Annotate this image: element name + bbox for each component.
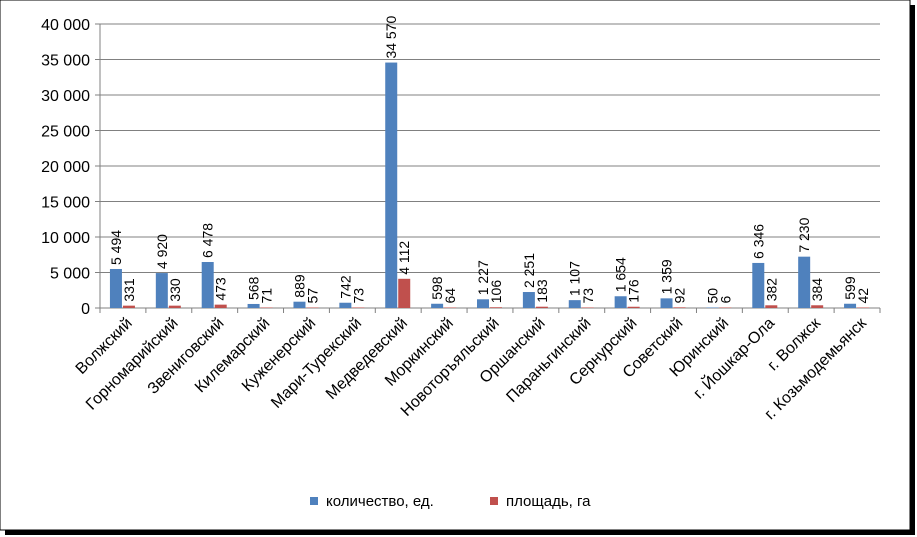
bar-count [339, 302, 352, 308]
bar-area [857, 307, 870, 308]
y-tick-label: 20 000 [41, 159, 90, 176]
bar-area [260, 307, 273, 308]
bar-count [201, 262, 214, 308]
data-label-area: 106 [488, 280, 504, 304]
bar-area [490, 307, 502, 308]
data-label-area: 73 [580, 288, 596, 304]
data-label-count: 1 107 [567, 261, 583, 296]
data-label-area: 73 [350, 288, 366, 304]
bar-area [811, 305, 824, 308]
data-label-area: 71 [259, 288, 275, 304]
data-label-count: 34 570 [383, 16, 399, 59]
bar-area [765, 305, 778, 308]
y-tick-label: 0 [81, 301, 90, 318]
bar-area [581, 307, 594, 308]
data-label-area: 64 [442, 288, 458, 304]
data-label-area: 384 [809, 278, 825, 302]
data-label-count: 742 [337, 275, 353, 299]
bar-count [385, 62, 398, 308]
bar-count [522, 292, 535, 308]
y-tick-label: 40 000 [41, 17, 90, 34]
legend-swatch [310, 497, 318, 505]
data-label-area: 473 [213, 277, 229, 301]
bar-count [752, 262, 765, 308]
data-label-count: 6 346 [750, 224, 766, 259]
data-label-area: 57 [304, 288, 320, 304]
data-label-count: 5 494 [108, 230, 124, 265]
bar-count [568, 300, 581, 308]
data-label-area: 330 [167, 278, 183, 302]
bar-area [535, 306, 548, 308]
data-label-area: 42 [855, 288, 871, 304]
y-tick-label: 10 000 [41, 230, 90, 247]
bar-count [660, 298, 673, 308]
bar-count [706, 307, 719, 308]
legend-label: количество, ед. [326, 493, 434, 510]
bar-count [109, 268, 122, 308]
bar-area [168, 305, 181, 308]
y-tick-label: 35 000 [41, 53, 90, 70]
bar-area [673, 307, 686, 308]
legend-swatch [490, 497, 498, 505]
bar-count [293, 301, 306, 308]
bar-area [627, 306, 640, 308]
data-label-area: 92 [672, 288, 688, 304]
bar-area [398, 278, 411, 308]
y-tick-label: 15 000 [41, 195, 90, 212]
bar-count [614, 296, 627, 308]
data-label-area: 4 112 [396, 241, 412, 275]
legend-label: площадь, га [506, 493, 591, 510]
bar-area [214, 304, 227, 308]
bars [109, 62, 870, 308]
bar-count [477, 299, 489, 308]
data-label-count: 568 [246, 276, 262, 300]
bar-count [247, 303, 260, 308]
bar-count [798, 256, 811, 308]
axes: 0 5 000 10 000 15 000 20 000 25 000 30 000 35 0… [41, 17, 881, 318]
data-label-count: 7 230 [796, 217, 812, 252]
bar-count [844, 303, 857, 308]
data-label-area: 382 [763, 278, 779, 302]
data-label-area: 331 [121, 278, 137, 302]
data-label-count: 1 227 [475, 260, 491, 295]
bar-area [444, 307, 457, 308]
y-tick-label: 30 000 [41, 88, 90, 105]
bar-area [306, 307, 319, 308]
bar-area [719, 307, 732, 308]
data-label-count: 889 [291, 274, 307, 298]
data-label-count: 1 654 [613, 257, 629, 292]
data-label-area: 183 [534, 279, 550, 303]
data-label-count: 1 359 [659, 259, 675, 294]
data-label-area: 176 [626, 279, 642, 303]
bar-count [155, 273, 168, 308]
y-tick-label: 5 000 [50, 266, 90, 283]
data-label-count: 599 [842, 276, 858, 300]
data-label-count: 50 [704, 288, 720, 304]
bar-area [122, 305, 135, 308]
legend: количество, ед. площадь, га [310, 493, 591, 510]
data-label-area: 6 [717, 296, 733, 304]
bar-area [352, 307, 365, 308]
data-label-count: 2 251 [521, 253, 537, 288]
data-label-count: 598 [429, 276, 445, 300]
data-label-count: 6 478 [200, 223, 216, 258]
gridlines [100, 23, 880, 273]
bar-count [431, 303, 444, 308]
data-label-count: 4 920 [154, 234, 170, 269]
y-tick-label: 25 000 [41, 124, 90, 141]
